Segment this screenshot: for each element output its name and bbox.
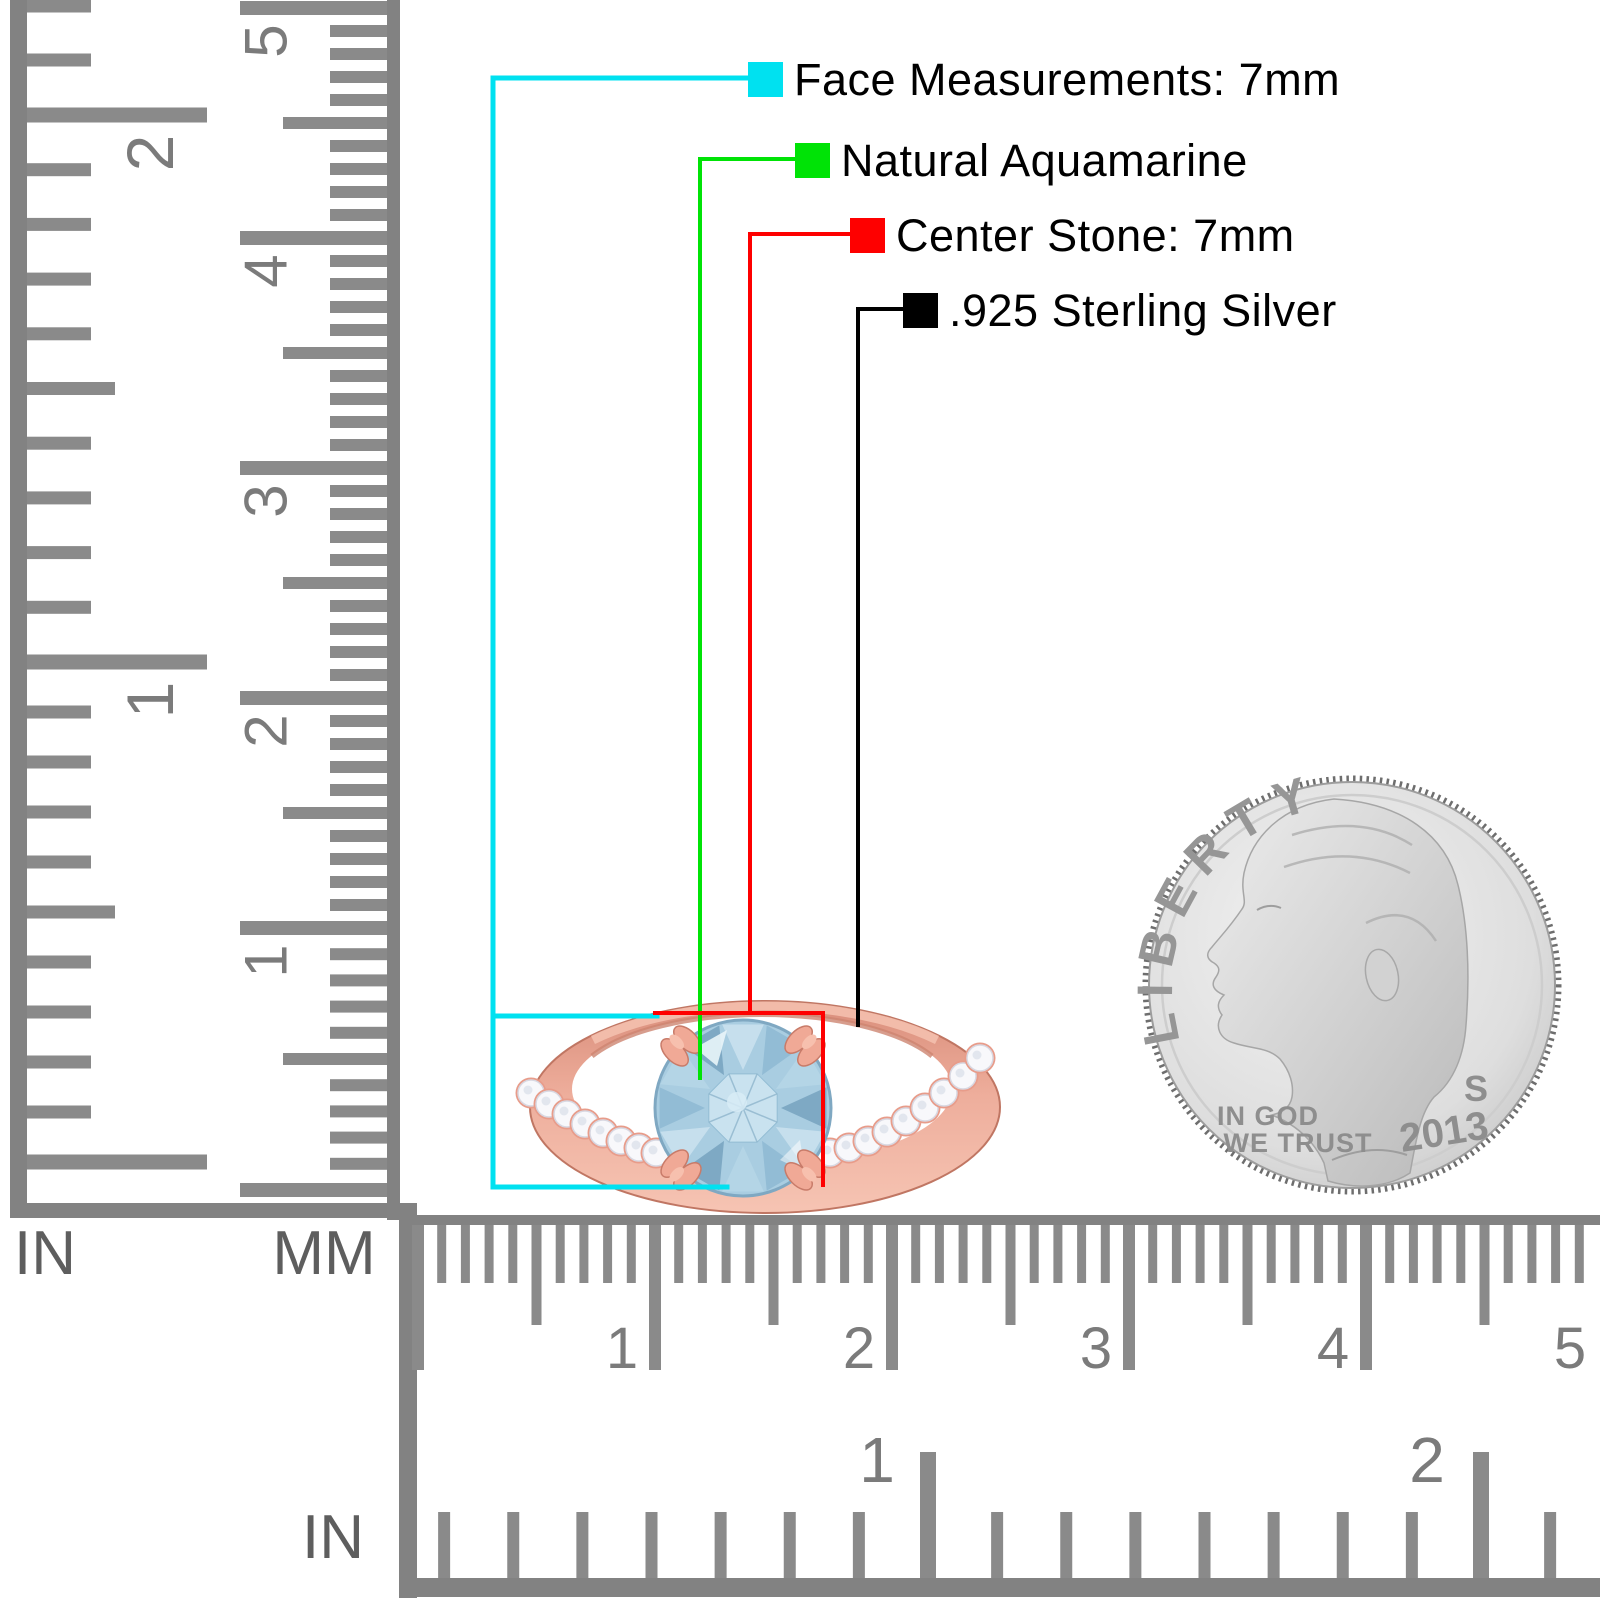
dime-coin: LIBERTY IN GOD WE TRUST S 2013 [1127, 763, 1562, 1195]
svg-text:2: 2 [1409, 1424, 1445, 1496]
svg-text:1: 1 [233, 944, 300, 977]
callout-stone-type: Natural Aquamarine [795, 138, 1248, 183]
callout-metal: .925 Sterling Silver [903, 288, 1337, 333]
coin-reeded-edge [1142, 775, 1562, 1195]
ring-photo [515, 1000, 1001, 1214]
center-stone [653, 1018, 833, 1198]
coin-mint-mark: S [1464, 1068, 1488, 1109]
coin-motto-line2: WE TRUST [1224, 1128, 1373, 1158]
callout-face-measurements: Face Measurements: 7mm [748, 57, 1340, 102]
callout-center-stone: Center Stone: 7mm [850, 213, 1295, 258]
svg-text:4: 4 [233, 254, 300, 287]
roosevelt-profile [1207, 798, 1469, 1187]
svg-text:3: 3 [1080, 1316, 1112, 1381]
center-stone-swatch [850, 217, 885, 253]
svg-text:5: 5 [233, 24, 300, 57]
metal-label: .925 Sterling Silver [949, 284, 1337, 336]
svg-text:IN: IN [302, 1503, 364, 1572]
svg-text:3: 3 [233, 484, 300, 517]
metal-swatch [903, 292, 938, 328]
svg-text:MM: MM [272, 1219, 375, 1288]
callout-lines [490, 75, 905, 1190]
stone-type-label: Natural Aquamarine [841, 134, 1248, 186]
ring-prongs [660, 1025, 826, 1191]
svg-text:2: 2 [843, 1316, 875, 1381]
center-stone-label: Center Stone: 7mm [896, 209, 1295, 261]
svg-text:1: 1 [859, 1424, 895, 1496]
svg-text:2: 2 [113, 135, 187, 172]
stone-type-swatch [795, 142, 830, 178]
left-ruler: 1 2 1 2 3 4 5 IN MM [10, 0, 417, 1288]
svg-text:1: 1 [606, 1316, 638, 1381]
svg-text:5: 5 [1554, 1316, 1586, 1381]
svg-text:4: 4 [1317, 1316, 1349, 1381]
face-measurements-label: Face Measurements: 7mm [794, 53, 1341, 105]
svg-text:1: 1 [113, 682, 187, 719]
face-measurements-swatch [748, 61, 783, 97]
ring-band-top-highlight [591, 1001, 939, 1045]
coin-motto-line1: IN GOD [1217, 1101, 1319, 1131]
svg-text:IN: IN [14, 1219, 76, 1288]
svg-text:2: 2 [233, 714, 300, 747]
bottom-ruler: 1 2 3 4 5 1 2 IN [302, 1215, 1600, 1598]
